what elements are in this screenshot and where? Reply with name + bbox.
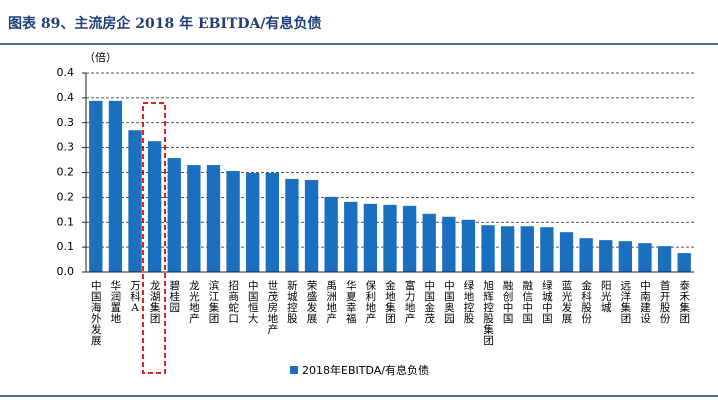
y-tick-label: 0.1	[57, 240, 75, 253]
y-tick-label: 0.2	[57, 190, 75, 203]
bar	[128, 130, 142, 272]
x-tick-label: 禹洲地产	[325, 279, 337, 324]
x-tick-label: 绿地控股	[462, 279, 474, 324]
bar	[520, 226, 534, 272]
x-tick-label: 金科股份	[580, 279, 592, 324]
bar	[579, 238, 593, 272]
x-tick-label: 万科A	[129, 280, 141, 315]
bar	[559, 232, 574, 272]
x-tick-label: 华夏幸福	[345, 279, 357, 324]
x-tick-label: 中南建设	[639, 279, 651, 324]
x-tick-label: 富力地产	[404, 279, 416, 324]
legend-label: 2018年EBITDA/有息负债	[302, 363, 429, 377]
bar	[206, 165, 221, 272]
bar	[344, 201, 358, 272]
bar	[226, 171, 240, 272]
bar	[167, 158, 181, 272]
bar	[638, 243, 652, 272]
bar	[285, 178, 299, 272]
bar	[422, 213, 436, 272]
y-tick-label: 0.4	[57, 91, 75, 104]
x-tick-label: 新城控股	[286, 279, 298, 324]
bar	[599, 240, 613, 272]
x-tick-label: 招商蛇口	[227, 279, 239, 324]
bar	[383, 204, 397, 272]
x-tick-label: 中国金茂	[423, 279, 435, 324]
x-tick-label: 龙光地产	[188, 279, 200, 324]
x-tick-label: 阳光城	[600, 280, 612, 313]
x-tick-label: 融创中国	[502, 280, 514, 324]
y-tick-label: 0.3	[57, 116, 75, 129]
bar	[442, 216, 456, 272]
bar	[481, 225, 495, 272]
bar	[657, 246, 672, 272]
y-tick-label: 0.3	[57, 141, 75, 154]
y-tick-label: 0.0	[57, 265, 75, 278]
y-tick-label: 0.4	[57, 66, 75, 79]
x-tick-label: 滨江集团	[207, 279, 219, 324]
bar	[618, 241, 633, 272]
x-tick-label: 碧桂园	[168, 280, 180, 313]
x-tick-label: 金地集团	[384, 279, 396, 324]
bar	[147, 141, 162, 272]
x-tick-label: 泰禾集团	[678, 279, 690, 324]
bar	[265, 172, 279, 272]
bar	[89, 100, 103, 272]
x-tick-label: 中国奥园	[443, 279, 455, 324]
y-unit: （倍）	[84, 50, 117, 64]
bar	[246, 172, 260, 272]
chart-title: 图表 89、主流房企 2018 年 EBITDA/有息负债	[8, 15, 322, 32]
bar	[501, 226, 515, 272]
bar	[461, 219, 476, 272]
x-tick-label: 世茂房地产	[266, 280, 278, 335]
bar	[304, 179, 319, 272]
bar	[402, 205, 417, 272]
legend-swatch	[290, 366, 298, 374]
x-tick-label: 保利地产	[364, 279, 376, 324]
x-tick-label: 远洋集团	[619, 280, 631, 324]
bar	[540, 227, 554, 272]
x-tick-label: 荣盛发展	[306, 280, 318, 324]
x-tick-label: 中国恒大	[247, 279, 259, 324]
highlight-box	[142, 102, 166, 374]
bar	[187, 165, 201, 272]
bar	[363, 203, 378, 272]
x-tick-label: 绿城中国	[541, 279, 553, 324]
x-tick-label: 首开股份	[659, 279, 671, 324]
x-tick-label: 旭辉控股集团	[482, 280, 494, 346]
x-tick-label: 中国海外发展	[90, 279, 102, 346]
x-tick-label: 华润置地	[109, 279, 121, 324]
y-tick-label: 0.1	[57, 215, 75, 228]
x-tick-label: 龙湖集团	[149, 279, 161, 324]
x-tick-label: 蓝光发展	[561, 280, 573, 324]
bar	[677, 253, 691, 272]
x-tick-label: 融信中国	[521, 280, 533, 324]
bar	[324, 196, 338, 272]
bar	[108, 100, 123, 272]
y-tick-label: 0.2	[57, 166, 75, 179]
